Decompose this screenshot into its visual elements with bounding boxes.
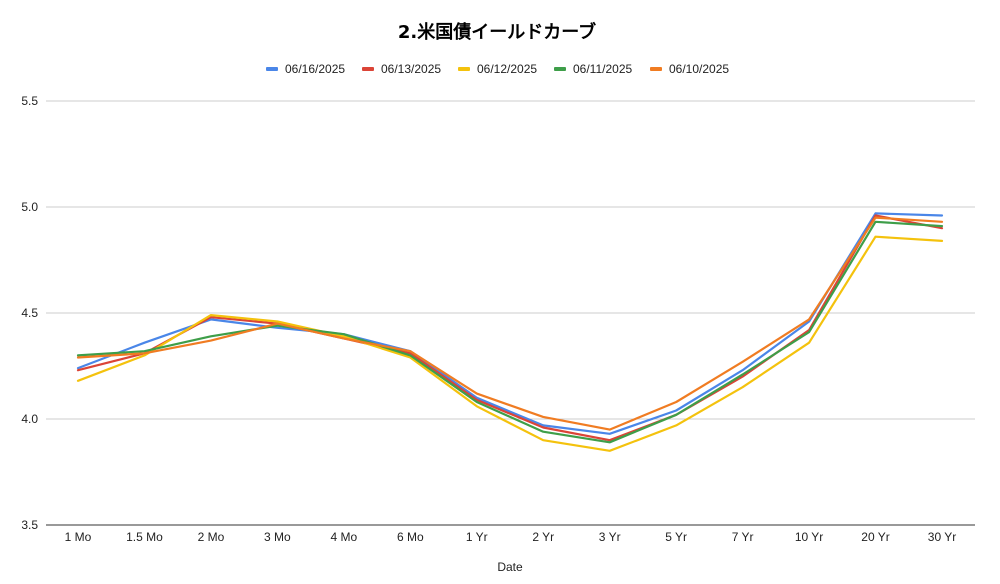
legend-item[interactable]: 06/11/2025: [554, 62, 632, 76]
y-tick-label: 4.0: [21, 412, 38, 426]
legend-swatch: [266, 67, 278, 71]
legend-label: 06/10/2025: [669, 62, 729, 76]
x-tick-label: 20 Yr: [861, 530, 889, 544]
x-axis: 1 Mo 1.5 Mo 2 Mo 3 Mo 4 Mo 6 Mo 1 Yr 2 Yr 3 Yr 5 …: [65, 530, 957, 544]
series-lines: [76, 212, 944, 452]
legend-item[interactable]: 06/13/2025: [362, 62, 441, 76]
x-tick-label: 1 Mo: [65, 530, 92, 544]
series-line-06-16-2025: [76, 212, 944, 435]
x-tick-label: 5 Yr: [665, 530, 687, 544]
legend-item[interactable]: 06/16/2025: [266, 62, 345, 76]
y-tick-label: 5.5: [21, 94, 38, 108]
gridlines: [46, 100, 975, 526]
legend-swatch: [458, 67, 470, 71]
y-tick-label: 3.5: [21, 518, 38, 532]
x-tick-label: 3 Yr: [599, 530, 621, 544]
legend: 06/16/2025 06/13/2025 06/12/2025 06/11/2025…: [266, 62, 729, 76]
legend-label: 06/12/2025: [477, 62, 537, 76]
series-line-06-13-2025: [76, 214, 944, 442]
legend-swatch: [554, 67, 566, 71]
chart-title: 2.米国債イールドカーブ: [398, 21, 596, 43]
series-line-06-10-2025: [76, 216, 944, 431]
series-line-06-12-2025: [76, 235, 944, 452]
x-tick-label: 10 Yr: [795, 530, 823, 544]
x-tick-label: 1 Yr: [466, 530, 488, 544]
legend-swatch: [362, 67, 374, 71]
x-tick-label: 7 Yr: [732, 530, 754, 544]
y-tick-label: 5.0: [21, 200, 38, 214]
x-tick-label: 3 Mo: [264, 530, 291, 544]
y-axis: 3.5 4.0 4.5 5.0 5.5: [21, 94, 38, 532]
legend-item[interactable]: 06/12/2025: [458, 62, 537, 76]
series-line-06-11-2025: [76, 220, 944, 444]
x-tick-label: 4 Mo: [331, 530, 358, 544]
legend-item[interactable]: 06/10/2025: [650, 62, 729, 76]
legend-swatch: [650, 67, 662, 71]
x-tick-label: 1.5 Mo: [126, 530, 163, 544]
x-tick-label: 30 Yr: [928, 530, 956, 544]
legend-label: 06/16/2025: [285, 62, 345, 76]
legend-label: 06/11/2025: [573, 62, 632, 76]
x-axis-title: Date: [497, 560, 523, 574]
x-tick-label: 6 Mo: [397, 530, 424, 544]
x-tick-label: 2 Yr: [532, 530, 554, 544]
legend-label: 06/13/2025: [381, 62, 441, 76]
x-tick-label: 2 Mo: [198, 530, 225, 544]
y-tick-label: 4.5: [21, 306, 38, 320]
